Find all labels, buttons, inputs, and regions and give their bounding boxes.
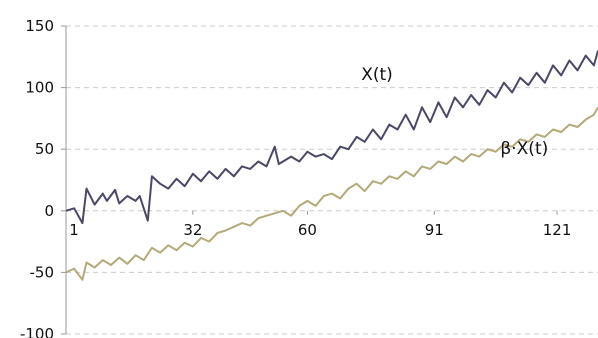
series-line-1 xyxy=(65,106,598,281)
x-tick-label-0: 1 xyxy=(69,221,79,239)
y-tick-label-0: 150 xyxy=(25,17,54,35)
y-tick-label-2: 50 xyxy=(35,140,54,158)
grid-lines xyxy=(66,25,598,335)
series-line-0 xyxy=(65,50,598,225)
y-tick-label-1: 100 xyxy=(25,79,54,97)
y-tick-label-4: -50 xyxy=(30,263,55,281)
y-axis-ticks: 150 100 50 0 -50 -100 xyxy=(20,17,66,338)
series-label-0: X(t) xyxy=(361,65,393,85)
series-lines xyxy=(65,50,598,281)
x-tick-label-2: 60 xyxy=(298,221,317,239)
series-label-1: β·X(t) xyxy=(500,139,548,159)
x-tick-label-1: 32 xyxy=(183,221,202,239)
x-tick-label-3: 91 xyxy=(425,221,444,239)
x-tick-label-4: 121 xyxy=(543,221,572,239)
x-axis-ticks: 1 32 60 91 121 xyxy=(65,210,572,239)
series-labels: X(t) β·X(t) xyxy=(361,65,548,159)
y-tick-label-3: 0 xyxy=(44,202,54,220)
y-tick-label-5: -100 xyxy=(20,325,54,338)
